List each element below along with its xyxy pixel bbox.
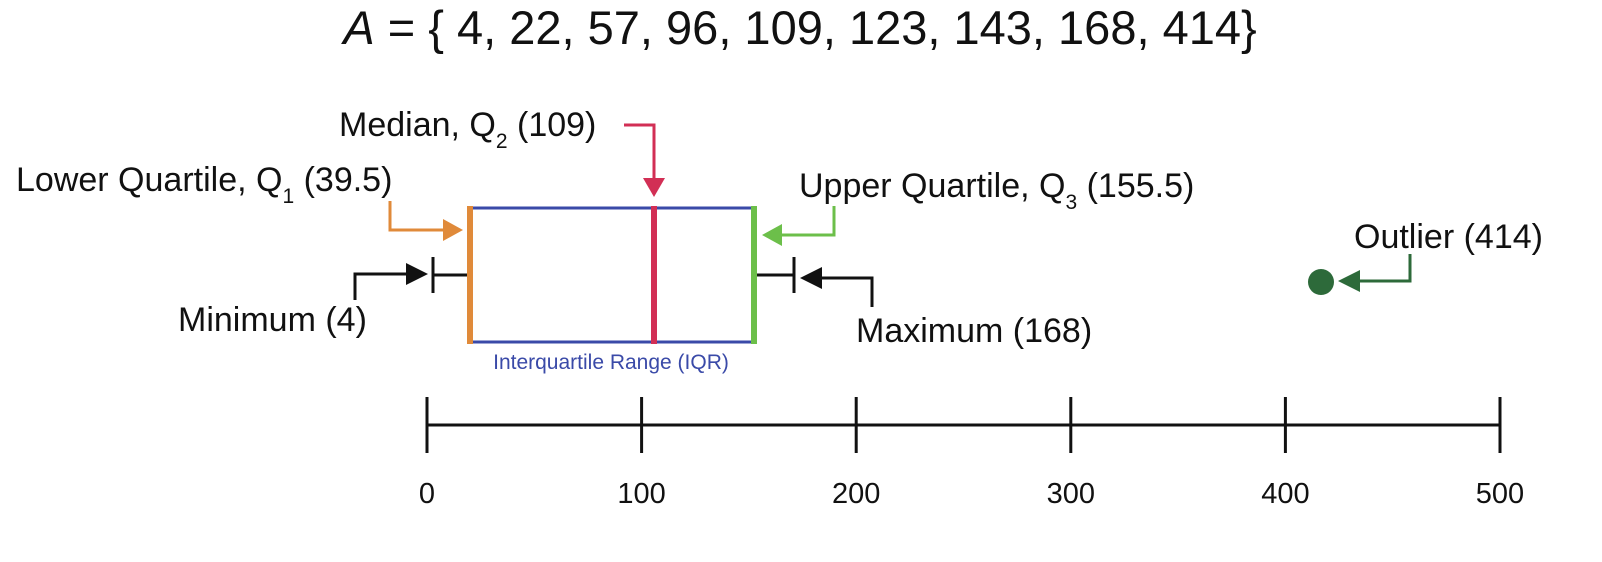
axis-ticks: 0 100 200 300 400 500 (419, 397, 1524, 510)
axis-tick-label: 0 (419, 478, 435, 510)
axis-tick-label: 100 (617, 478, 665, 510)
lower-quartile-arrow (388, 201, 463, 241)
median-arrow (624, 123, 665, 197)
axis-tick-label: 200 (832, 478, 880, 510)
outlier-arrow (1338, 254, 1412, 292)
outlier-point (1308, 269, 1334, 295)
minimum-arrow (353, 263, 428, 300)
maximum-label: Maximum (168) (856, 312, 1092, 350)
median-label: Median, Q2 (109) (339, 106, 596, 153)
lower-quartile-label: Lower Quartile, Q1 (39.5) (16, 161, 392, 208)
minimum-label: Minimum (4) (178, 301, 367, 339)
axis-tick-label: 300 (1047, 478, 1095, 510)
maximum-arrow (800, 267, 874, 307)
set-members: 4, 22, 57, 96, 109, 123, 143, 168, 414} (444, 1, 1257, 54)
axis-tick-label: 400 (1261, 478, 1309, 510)
set-title: A = { 4, 22, 57, 96, 109, 123, 143, 168,… (340, 1, 1256, 54)
upper-quartile-label: Upper Quartile, Q3 (155.5) (799, 167, 1194, 214)
outlier-label: Outlier (414) (1354, 218, 1543, 256)
set-name: A (340, 1, 374, 54)
axis-tick-label: 500 (1476, 478, 1524, 510)
upper-quartile-arrow (762, 206, 836, 246)
iqr-box (468, 206, 756, 344)
set-equals: = { (375, 1, 444, 54)
iqr-label: Interquartile Range (IQR) (493, 351, 729, 374)
